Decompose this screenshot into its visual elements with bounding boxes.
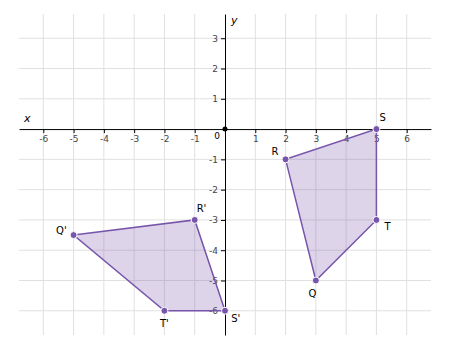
x-tick-label: -4 <box>100 134 109 144</box>
x-tick-label: 1 <box>253 134 259 144</box>
point-label: Q <box>308 288 316 299</box>
y-axis-title: y <box>230 14 238 27</box>
x-tick-label: -6 <box>39 134 48 144</box>
chart: -6-5-4-3-2-1123456-6-5-4-3-2-1123xy0QRST… <box>0 0 450 349</box>
x-tick-mark <box>255 129 256 133</box>
grid-line-x <box>255 14 256 335</box>
x-tick: 2 <box>283 129 289 144</box>
y-tick-mark <box>221 190 225 191</box>
x-tick-mark <box>104 129 105 133</box>
polygon <box>286 129 377 280</box>
x-tick-mark <box>316 129 317 133</box>
x-tick: -4 <box>100 129 109 144</box>
y-axis-line <box>225 15 226 336</box>
x-tick-label: -3 <box>130 134 139 144</box>
y-tick: 2 <box>212 64 225 74</box>
x-tick-label: 6 <box>404 134 410 144</box>
x-tick-mark <box>74 129 75 133</box>
y-tick-mark <box>221 280 225 281</box>
x-tick: -3 <box>130 129 139 144</box>
x-tick: -5 <box>70 129 79 144</box>
vertex-point <box>222 307 229 314</box>
grid-line-x <box>103 14 104 335</box>
origin-label: 0 <box>214 131 220 141</box>
point-label: S <box>380 112 386 123</box>
y-tick-label: -2 <box>209 185 218 195</box>
x-tick: 1 <box>253 129 259 144</box>
vertex-point <box>282 156 289 163</box>
y-tick: -3 <box>209 215 225 225</box>
vertex-point <box>70 232 77 239</box>
x-tick-mark <box>286 129 287 133</box>
x-tick-mark <box>346 129 347 133</box>
y-tick-label: -4 <box>209 246 218 256</box>
y-tick-label: -3 <box>209 215 218 225</box>
origin-dot <box>223 127 228 132</box>
x-tick: -6 <box>39 129 48 144</box>
point-label: T' <box>159 318 169 329</box>
x-tick-label: -2 <box>160 134 169 144</box>
y-tick: 3 <box>212 34 225 44</box>
y-tick-mark <box>221 69 225 70</box>
y-tick: 1 <box>212 94 225 104</box>
y-tick-mark <box>221 38 225 39</box>
grid-line-x <box>406 14 407 335</box>
plot-area <box>70 126 380 315</box>
x-tick-mark <box>195 129 196 133</box>
vertex-point <box>191 216 198 223</box>
y-tick-mark <box>221 99 225 100</box>
point-label: R <box>272 146 279 157</box>
x-tick-mark <box>134 129 135 133</box>
grid-line-x <box>43 14 44 335</box>
x-tick-label: 3 <box>313 134 319 144</box>
y-tick-label: -1 <box>209 155 218 165</box>
grid-line-x <box>134 14 135 335</box>
y-tick-mark <box>221 220 225 221</box>
x-tick-label: -5 <box>70 134 79 144</box>
x-tick: 3 <box>313 129 319 144</box>
vertex-point <box>373 216 380 223</box>
x-tick-label: 2 <box>283 134 289 144</box>
x-tick-mark <box>407 129 408 133</box>
y-tick-mark <box>221 159 225 160</box>
y-tick: -4 <box>209 246 225 256</box>
grid-line-x <box>285 14 286 335</box>
y-tick-label: 2 <box>212 64 218 74</box>
x-tick: 6 <box>404 129 410 144</box>
y-tick-mark <box>221 250 225 251</box>
grid <box>19 14 431 335</box>
grid-line-x <box>73 14 74 335</box>
x-tick: -2 <box>160 129 169 144</box>
y-tick: -2 <box>209 185 225 195</box>
vertex-point <box>161 307 168 314</box>
point-labels: Q R S T Q' R' S' T' <box>56 112 391 329</box>
vertex-point <box>312 277 319 284</box>
polygon <box>74 220 225 311</box>
x-axis-title: x <box>23 112 31 125</box>
point-label: Q' <box>56 225 67 236</box>
x-tick-label: -1 <box>191 134 200 144</box>
labels: x y 0 <box>23 14 238 141</box>
point-label: T <box>384 221 392 232</box>
vertex-point <box>373 126 380 133</box>
x-tick: -1 <box>191 129 200 144</box>
x-tick-mark <box>164 129 165 133</box>
y-tick-label: 1 <box>212 94 218 104</box>
x-tick-mark <box>43 129 44 133</box>
y-tick: -1 <box>209 155 225 165</box>
point-label: S' <box>231 313 240 324</box>
point-label: R' <box>197 203 207 214</box>
y-tick-label: 3 <box>212 34 218 44</box>
